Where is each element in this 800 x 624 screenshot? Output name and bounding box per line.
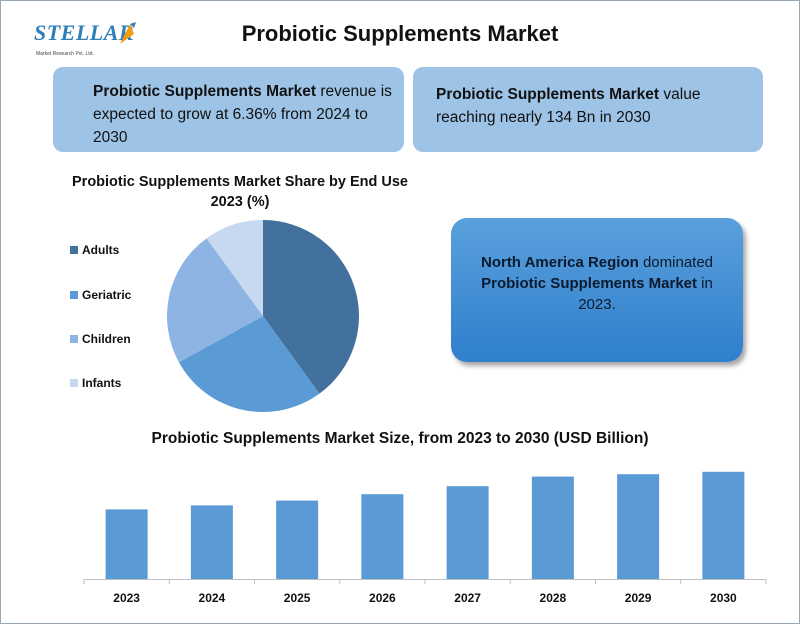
growth-callout-text: revenue is expected to grow at 6.36% fro…	[93, 83, 392, 146]
logo-subtitle: Market Research Pvt. Ltd.	[36, 51, 94, 57]
pie-slice-geriatric	[178, 316, 320, 412]
value-callout-bold: Probiotic Supplements Market	[436, 86, 660, 103]
bar-2028	[531, 476, 574, 579]
legend-label-adults: Adults	[82, 243, 120, 257]
bar-2024	[190, 505, 233, 579]
pie-slice-infants	[206, 220, 263, 316]
legend-label-geriatric: Geriatric	[82, 288, 132, 302]
x-tick-label-2028: 2028	[540, 591, 567, 605]
region-callout-text: dominated	[638, 254, 714, 271]
legend-swatch-infants	[70, 379, 78, 387]
x-tick-label-2030: 2030	[710, 591, 737, 605]
legend-item-adults: Adults	[70, 243, 119, 257]
legend-item-geriatric: Geriatric	[70, 288, 131, 302]
growth-callout-bold: Probiotic Supplements Market	[93, 83, 317, 100]
bar-2029	[617, 474, 660, 579]
legend-item-children: Children	[70, 332, 131, 346]
pie-chart-title: Probiotic Supplements Market Share by En…	[72, 174, 408, 210]
value-callout-text: value reaching nearly 134 Bn in 2030	[436, 86, 701, 126]
region-callout-bold-market: Probiotic Supplements Market	[481, 275, 698, 292]
logo-arrow-icon	[120, 22, 136, 44]
legend-swatch-children	[70, 335, 78, 343]
x-tick-label-2027: 2027	[454, 591, 481, 605]
pie-chart	[167, 220, 359, 412]
legend-label-children: Children	[82, 332, 131, 346]
x-tick-label-2025: 2025	[284, 591, 311, 605]
pie-slice-children	[167, 238, 263, 363]
bar-2023	[105, 509, 148, 579]
legend-item-infants: Infants	[70, 376, 121, 390]
bar-chart-title: Probiotic Supplements Market Size, from …	[151, 430, 649, 447]
bar-2030	[702, 471, 745, 579]
x-tick-label-2023: 2023	[113, 591, 140, 605]
bar-2027	[446, 486, 489, 579]
pie-slice-adults	[263, 220, 359, 394]
company-logo: STELLAR Market Research Pvt. Ltd.	[30, 14, 140, 62]
logo-wordmark: STELLAR	[34, 20, 135, 45]
x-tick-label-2024: 2024	[199, 591, 226, 605]
region-callout-text-end: in 2023.	[578, 275, 713, 313]
bar-2026	[361, 494, 404, 579]
bar-2025	[276, 500, 319, 579]
growth-callout: Probiotic Supplements Market revenue is …	[53, 67, 404, 152]
x-tick-label-2029: 2029	[625, 591, 652, 605]
value-callout: Probiotic Supplements Market value reach…	[413, 67, 763, 152]
region-callout: North America Region dominated Probiotic…	[451, 218, 743, 362]
x-tick-label-2026: 2026	[369, 591, 396, 605]
legend-swatch-adults	[70, 246, 78, 254]
page-title: Probiotic Supplements Market	[241, 21, 559, 46]
legend-label-infants: Infants	[82, 376, 122, 390]
region-callout-bold-region: North America Region	[480, 254, 639, 271]
bar-chart: 2023 2024 2025 2026 2027 2028 2029 2030	[83, 471, 767, 605]
legend-swatch-geriatric	[70, 291, 78, 299]
